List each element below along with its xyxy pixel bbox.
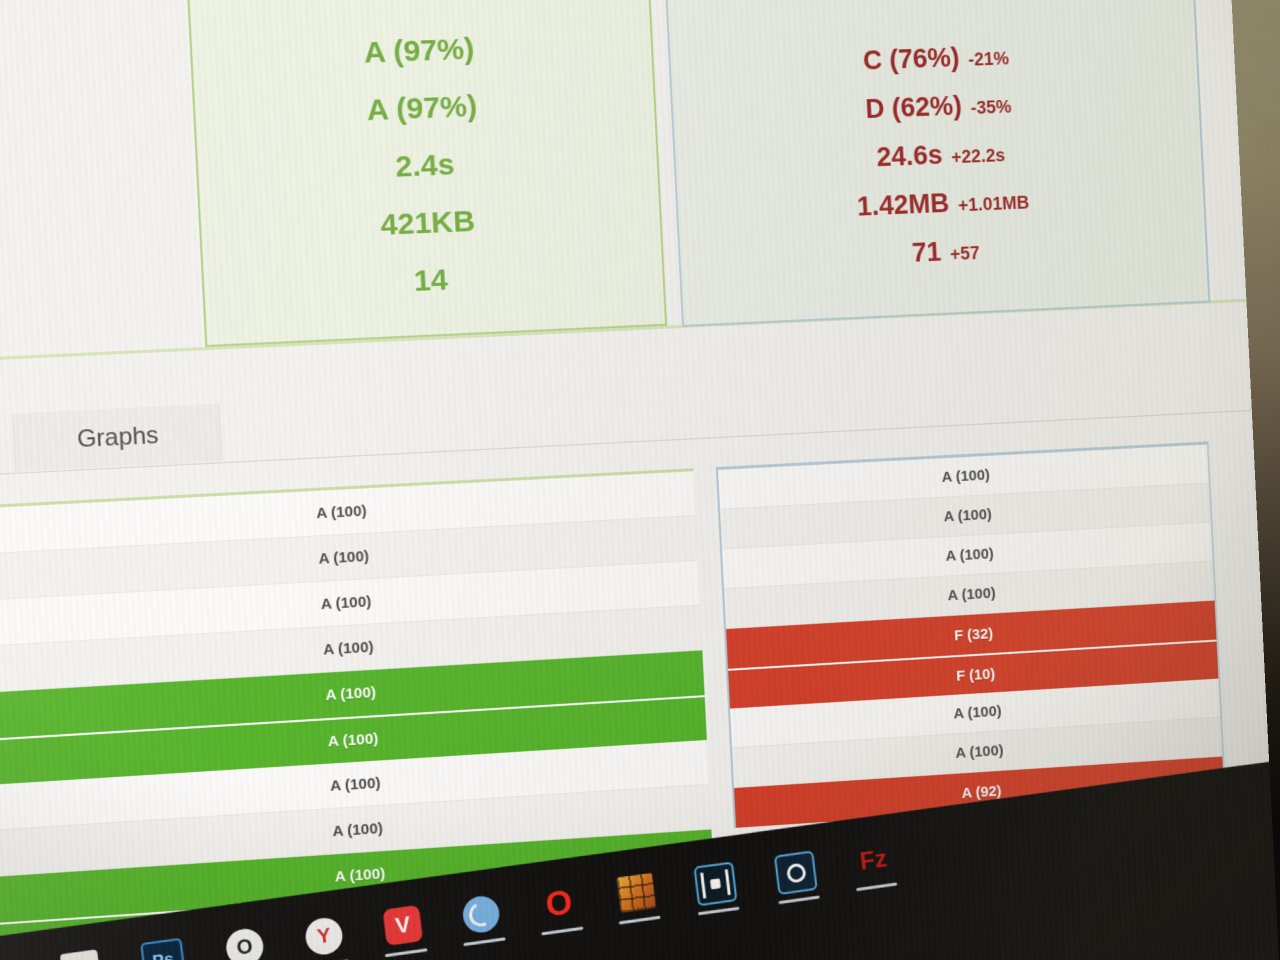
grade-label: A (100) [322,638,374,659]
grade-label: A (100) [943,506,993,526]
metric-value: D (62%) [864,90,963,125]
icon-glyph: O [235,934,254,959]
opera-light-icon[interactable]: O [224,926,266,960]
vivaldi-icon[interactable]: V [382,904,428,958]
icon-glyph: Fz [858,843,889,876]
tab-graphs[interactable]: Graphs [12,403,223,472]
metric-value: A (97%) [365,89,478,127]
metric-value: 71 [911,236,942,268]
grade-label: A (100) [941,466,991,486]
metric-value: 24.6s [875,139,944,173]
running-indicator [778,895,820,905]
grade-label: A (100) [315,501,368,522]
running-indicator [697,906,740,916]
metric-delta: +22.2s [950,145,1006,168]
yandex-browser-icon[interactable]: Y [303,915,349,960]
grade-label: A (100) [318,547,370,568]
browser-globe-icon[interactable] [460,894,506,947]
metric-delta: +57 [949,243,981,265]
metric-delta: -35% [970,96,1012,118]
opera-icon[interactable]: O [539,882,584,936]
metric-value: 421KB [379,204,476,242]
grade-label: A (100) [320,592,372,613]
grade-label: A (100) [334,865,386,886]
running-indicator [856,882,898,892]
summary-panel-comparison: C (76%) -21% D (62%) -35% 24.6s +22.2s [661,0,1211,327]
metric-value: A (97%) [363,32,475,70]
icon-glyph: Y [315,923,333,948]
summary-panel-baseline: A (97%) A (97%) 2.4s 421KB [182,0,668,348]
photoshop-icon[interactable]: Ps [140,937,187,960]
metric-delta: -21% [967,48,1010,70]
grade-label: A (100) [945,545,995,565]
grade-label: A (100) [947,584,997,605]
running-indicator [541,926,584,936]
icon-glyph: V [393,911,412,939]
running-indicator [463,937,506,947]
metric-value: C (76%) [862,42,961,76]
metric-value: 2.4s [394,147,456,184]
icon-glyph: Ps [151,949,175,960]
graph-column-right: A (100) A (100) A (100) A (100) F (32) F… [715,441,1227,828]
running-indicator [618,915,661,925]
grade-label: A (100) [955,742,1004,762]
grade-label: A (100) [329,774,381,795]
grade-label: F (32) [953,624,994,644]
grade-label: A (100) [332,819,384,840]
metric-value: 1.42MB [856,188,950,222]
grade-label: A (100) [953,702,1002,723]
app-grid-icon[interactable] [59,949,102,960]
metric-value: 14 [413,262,449,298]
metric-delta: +1.01MB [957,192,1030,216]
grade-label: F (10) [955,665,996,685]
brackets-editor-icon[interactable] [693,861,740,916]
screenshot-app-icon[interactable] [773,850,820,905]
icon-glyph: O [543,882,575,924]
tab-graphs-label: Graphs [76,421,160,453]
grade-label: A (100) [325,683,377,705]
filezilla-icon[interactable]: Fz [854,840,898,892]
grade-label: A (100) [327,730,379,751]
tiles-app-icon[interactable] [616,872,661,925]
running-indicator [384,948,428,958]
